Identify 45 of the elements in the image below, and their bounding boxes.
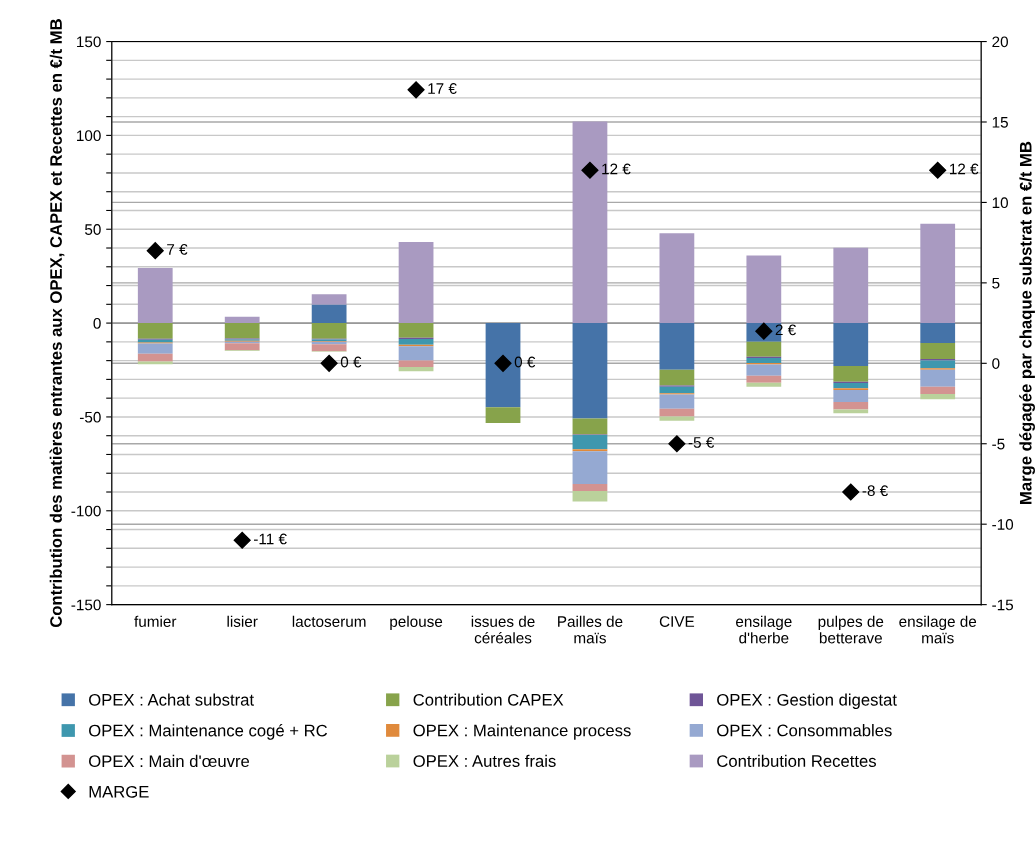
y-tick-label: -50 [79,411,101,423]
x-tick-label: pelouse [390,615,443,630]
y2-tick-label: 10 [992,197,1008,209]
y-tick-label: -150 [71,599,101,611]
y-axis-title: Contribution des matières entrantes aux OPEX, CAPEX et Recettes en €/t MB [49,19,65,628]
legend-label: OPEX : Main d'œuvre [89,754,250,768]
data-label: 0 € [340,356,362,368]
y2-tick-label: -10 [992,519,1014,530]
y2-axis-title: Marge dégagée par chaque substrat en €/t MB [1019,141,1035,504]
data-label: -5 € [688,437,715,448]
y-tick-label: 50 [84,224,101,235]
data-label: 7 € [167,243,188,255]
x-tick-label: Pailles de maïs [558,615,623,644]
x-tick-label: ensilage de maïs [899,615,977,644]
x-tick-label: lactoserum [292,615,366,627]
y2-tick-label: 0 [992,358,1000,369]
data-label: 12 € [602,163,631,175]
x-tick-label: pulpes de betterave [818,615,884,644]
y2-tick-label: -15 [992,599,1014,611]
x-tick-label: ensilage d'herbe [736,615,792,644]
x-tick-label: CIVE [659,616,695,627]
y-tick-label: 150 [77,36,101,48]
y-tick-label: 100 [77,130,101,142]
data-label: 12 € [949,163,979,175]
legend-label: Contribution Recettes [717,754,876,767]
legend-label: OPEX : Maintenance cogé + RC [89,724,328,740]
data-label: -8 € [862,485,888,497]
x-tick-label: lisier [227,615,258,627]
y2-tick-label: 20 [992,36,1008,48]
y2-tick-label: 5 [992,277,1000,289]
legend-label: MARGE [89,785,149,798]
y2-tick-label: -5 [992,438,1005,450]
y-tick-label: -100 [71,505,101,517]
data-label: -11 € [253,533,287,545]
legend-label: Contribution CAPEX [413,693,564,706]
y-tick-label: 0 [93,317,101,329]
legend-label: OPEX : Autres frais [413,754,556,767]
x-tick-label: issues de céréales [471,615,535,644]
legend-label: OPEX : Consommables [717,724,892,737]
legend-label: OPEX : Achat substrat [89,693,254,706]
legend-label: OPEX : Gestion digestat [717,693,897,710]
x-tick-label: fumier [134,615,177,627]
y2-tick-label: 15 [992,117,1008,128]
legend-label: OPEX : Maintenance process [413,724,631,740]
data-label: 17 € [428,83,457,94]
